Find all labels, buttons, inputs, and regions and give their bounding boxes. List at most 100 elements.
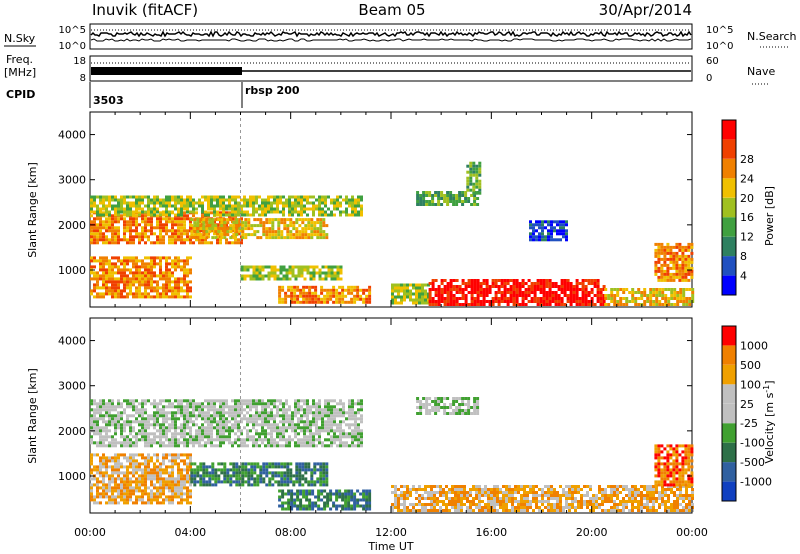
echo-cell <box>437 194 441 197</box>
echo-cell <box>485 282 489 285</box>
echo-cell <box>403 292 406 296</box>
echo-cell <box>464 288 468 291</box>
echo-cell <box>237 438 240 442</box>
echo-cell <box>292 224 296 228</box>
echo-cell <box>325 465 329 469</box>
echo-cell <box>472 188 476 192</box>
echo-cell <box>159 411 162 415</box>
echo-cell <box>400 286 403 290</box>
echo-cell <box>476 279 480 282</box>
echo-cell <box>270 432 273 436</box>
echo-cell <box>165 435 168 439</box>
echo-cell <box>422 194 426 197</box>
echo-cell <box>168 423 171 427</box>
echo-cell <box>327 399 330 403</box>
echo-cell <box>488 288 492 291</box>
echo-cell <box>111 207 114 211</box>
echo-cell <box>214 227 218 231</box>
nave-tick-bottom: 0 <box>706 73 712 84</box>
echo-cell <box>319 471 323 475</box>
echo-cell <box>482 291 486 294</box>
echo-cell <box>681 254 685 258</box>
echo-cell <box>120 453 123 457</box>
echo-cell <box>357 411 360 415</box>
echo-cell <box>657 242 661 246</box>
echo-cell <box>177 232 180 236</box>
echo-cell <box>235 468 239 472</box>
echo-cell <box>129 423 132 427</box>
echo-cell <box>162 217 165 221</box>
echo-cell <box>654 269 658 273</box>
echo-cell <box>669 254 673 258</box>
echo-cell <box>180 459 183 463</box>
echo-cell <box>300 210 303 214</box>
echo-cell <box>225 223 228 227</box>
echo-cell <box>180 277 183 281</box>
colorbar-swatch <box>722 158 736 179</box>
echo-cell <box>431 406 435 409</box>
echo-cell <box>252 417 255 421</box>
echo-cell <box>220 224 224 228</box>
echo-cell <box>305 489 309 493</box>
echo-cell <box>323 294 327 298</box>
echo-cell <box>156 241 159 245</box>
echo-cell <box>240 438 243 442</box>
echo-cell <box>243 198 246 202</box>
echo-cell <box>307 218 311 222</box>
echo-cell <box>261 420 264 424</box>
echo-cell <box>351 201 354 205</box>
echo-cell <box>587 282 591 285</box>
echo-cell <box>312 265 316 269</box>
echo-cell <box>356 288 360 292</box>
echo-cell <box>180 241 183 245</box>
echo-cell <box>117 492 120 496</box>
echo-cell <box>278 498 282 502</box>
echo-cell <box>299 489 303 493</box>
echo-cell <box>527 291 531 294</box>
echo-cell <box>252 268 256 272</box>
echo-cell <box>682 294 686 297</box>
echo-cell <box>330 420 333 424</box>
echo-cell <box>129 283 132 287</box>
echo-cell <box>153 486 156 490</box>
echo-cell <box>183 265 186 269</box>
echo-cell <box>126 417 129 421</box>
echo-cell <box>144 480 147 484</box>
echo-cell <box>658 303 662 306</box>
echo-cell <box>280 230 284 234</box>
echo-cell <box>428 303 432 306</box>
echo-cell <box>205 236 209 240</box>
echo-cell <box>285 444 288 448</box>
echo-cell <box>470 297 474 300</box>
echo-cell <box>324 198 327 202</box>
echo-cell <box>324 277 328 281</box>
echo-cell <box>554 282 558 285</box>
echo-cell <box>204 441 207 445</box>
echo-cell <box>108 480 111 484</box>
echo-cell <box>162 483 165 487</box>
echo-cell <box>274 233 278 237</box>
echo-cell <box>241 224 245 228</box>
echo-cell <box>285 408 288 412</box>
echo-cell <box>189 501 192 505</box>
echo-cell <box>309 423 312 427</box>
echo-cell <box>177 468 180 472</box>
echo-cell <box>283 462 287 466</box>
echo-cell <box>569 288 573 291</box>
echo-cell <box>307 227 311 231</box>
echo-cell <box>223 227 227 231</box>
echo-cell <box>171 438 174 442</box>
echo-cell <box>322 230 326 234</box>
echo-cell <box>593 303 597 306</box>
echo-cell <box>108 259 111 263</box>
echo-cell <box>168 483 171 487</box>
echo-cell <box>232 468 236 472</box>
echo-cell <box>315 414 318 418</box>
echo-cell <box>325 462 329 466</box>
echo-cell <box>285 399 288 403</box>
echo-cell <box>280 462 284 466</box>
echo-cell <box>602 288 606 291</box>
echo-cell <box>165 295 168 299</box>
echo-cell <box>321 195 324 199</box>
echo-cell <box>183 271 186 275</box>
